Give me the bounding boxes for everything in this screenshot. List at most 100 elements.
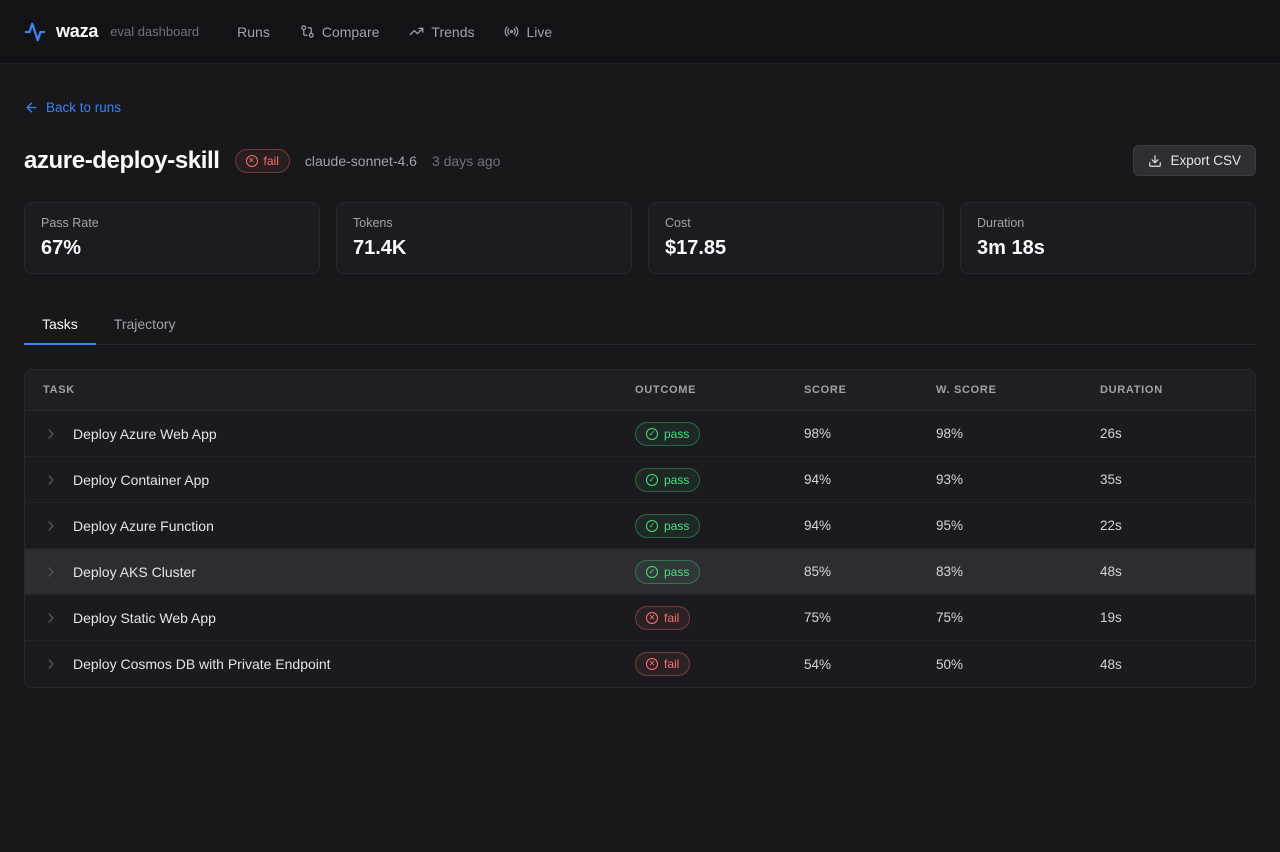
page-title: azure-deploy-skill <box>24 146 220 174</box>
stat-label: Cost <box>665 216 691 230</box>
outcome-status-icon <box>646 427 658 440</box>
outcome-status-icon <box>646 658 658 670</box>
outcome-label: pass <box>664 426 690 441</box>
outcome-cell: pass <box>635 513 804 538</box>
outcome-badge: pass <box>635 513 701 538</box>
brand-subtitle: eval dashboard <box>110 24 200 39</box>
export-csv-button[interactable]: Export CSV <box>1133 145 1256 176</box>
tab-bar: Tasks Trajectory <box>24 306 1256 345</box>
stat-value: 71.4K <box>353 237 407 259</box>
stat-card-cost: Cost $17.85 <box>648 202 944 274</box>
outcome-status-icon <box>646 565 658 578</box>
column-header-score: Score <box>804 384 847 396</box>
outcome-badge: pass <box>635 467 701 492</box>
wscore-cell: 83% <box>936 564 964 579</box>
outcome-status-icon <box>646 611 658 624</box>
tab-tasks[interactable]: Tasks <box>24 306 96 345</box>
chevron-right-icon[interactable] <box>43 610 59 626</box>
stat-label: Duration <box>977 216 1025 230</box>
activity-pulse-icon <box>24 21 46 43</box>
duration-cell: 22s <box>1100 518 1122 533</box>
nav-item-trends[interactable]: Trends <box>409 24 474 40</box>
outcome-label: pass <box>664 518 690 533</box>
top-navbar: waza eval dashboard Runs Compare Trends … <box>0 0 1280 64</box>
score-cell: 94% <box>804 518 832 533</box>
outcome-status-icon <box>646 519 658 532</box>
nav-item-live[interactable]: Live <box>504 24 552 40</box>
git-compare-icon <box>300 24 315 39</box>
task-name: Deploy Cosmos DB with Private Endpoint <box>73 656 331 672</box>
duration-cell: 48s <box>1100 656 1122 672</box>
column-header-wscore: W. Score <box>936 384 997 396</box>
task-name: Deploy Azure Web App <box>73 425 217 442</box>
stat-cards: Pass Rate 67% Tokens 71.4K Cost $17.85 D… <box>24 202 1256 274</box>
export-csv-label: Export CSV <box>1170 153 1241 168</box>
score-cell: 75% <box>804 610 832 625</box>
nav-item-runs-label: Runs <box>237 23 270 40</box>
wscore-cell: 75% <box>936 610 964 625</box>
chevron-right-icon[interactable] <box>43 656 59 672</box>
outcome-cell: pass <box>635 467 804 492</box>
table-row[interactable]: Deploy AKS Cluster pass 85% 83% 48s <box>25 549 1255 595</box>
outcome-label: fail <box>664 610 680 625</box>
nav-item-compare[interactable]: Compare <box>300 23 380 40</box>
brand-name: waza <box>56 21 99 41</box>
stat-card-pass-rate: Pass Rate 67% <box>24 202 320 274</box>
stat-value: 67% <box>41 237 82 259</box>
duration-cell: 19s <box>1100 610 1122 625</box>
duration-cell: 35s <box>1100 472 1122 487</box>
column-header-task: Task <box>43 384 75 396</box>
outcome-badge: fail <box>635 652 691 676</box>
nav-item-trends-label: Trends <box>431 23 475 40</box>
stat-label: Pass Rate <box>41 216 99 230</box>
download-icon <box>1148 154 1162 168</box>
column-header-duration: Duration <box>1100 384 1163 396</box>
table-row[interactable]: Deploy Azure Function pass 94% 95% 22s <box>25 503 1255 549</box>
trending-up-icon <box>409 24 424 39</box>
duration-cell: 48s <box>1100 564 1122 579</box>
tab-trajectory[interactable]: Trajectory <box>113 316 176 332</box>
outcome-label: fail <box>664 657 680 671</box>
nav-item-compare-label: Compare <box>321 23 380 40</box>
score-cell: 85% <box>804 564 832 579</box>
outcome-badge: pass <box>635 559 701 584</box>
wscore-cell: 95% <box>936 518 964 533</box>
table-row[interactable]: Deploy Azure Web App pass 98% 98% 26s <box>25 411 1255 457</box>
nav-links: Runs Compare Trends Live <box>237 24 552 40</box>
task-table-header: Task Outcome Score W. Score Duration <box>25 370 1255 411</box>
outcome-cell: fail <box>635 605 804 630</box>
main-content: Back to runs azure-deploy-skill fail cla… <box>0 64 1280 688</box>
outcome-cell: pass <box>635 559 804 584</box>
outcome-badge: fail <box>635 605 691 630</box>
score-cell: 94% <box>804 472 832 487</box>
table-row[interactable]: Deploy Container App pass 94% 93% 35s <box>25 457 1255 503</box>
chevron-right-icon[interactable] <box>43 426 59 442</box>
nav-item-runs[interactable]: Runs <box>237 24 270 40</box>
task-name: Deploy Static Web App <box>73 609 216 626</box>
task-cell: Deploy Container App <box>25 472 635 488</box>
back-to-runs-link[interactable]: Back to runs <box>24 100 121 115</box>
table-row[interactable]: Deploy Static Web App fail 75% 75% 19s <box>25 595 1255 641</box>
chevron-right-icon[interactable] <box>43 472 59 488</box>
score-cell: 98% <box>804 426 832 441</box>
run-status-badge: fail <box>234 148 290 173</box>
task-cell: Deploy AKS Cluster <box>25 564 635 580</box>
outcome-status-icon <box>646 473 658 486</box>
wscore-cell: 98% <box>936 426 964 441</box>
chevron-right-icon[interactable] <box>43 518 59 534</box>
stat-card-duration: Duration 3m 18s <box>960 202 1256 274</box>
radio-broadcast-icon <box>504 24 519 39</box>
stat-card-tokens: Tokens 71.4K <box>336 202 632 274</box>
score-cell: 54% <box>804 656 832 672</box>
task-cell: Deploy Static Web App <box>25 610 635 626</box>
run-status-label: fail <box>263 153 279 168</box>
page-header: azure-deploy-skill fail claude-sonnet-4.… <box>24 145 1256 176</box>
task-cell: Deploy Azure Web App <box>25 426 635 442</box>
brand[interactable]: waza eval dashboard <box>24 21 199 43</box>
chevron-right-icon[interactable] <box>43 564 59 580</box>
task-name: Deploy AKS Cluster <box>73 563 196 580</box>
outcome-label: pass <box>664 564 690 579</box>
table-row[interactable]: Deploy Cosmos DB with Private Endpoint f… <box>25 641 1255 687</box>
outcome-cell: pass <box>635 421 804 446</box>
column-header-outcome: Outcome <box>635 384 697 396</box>
